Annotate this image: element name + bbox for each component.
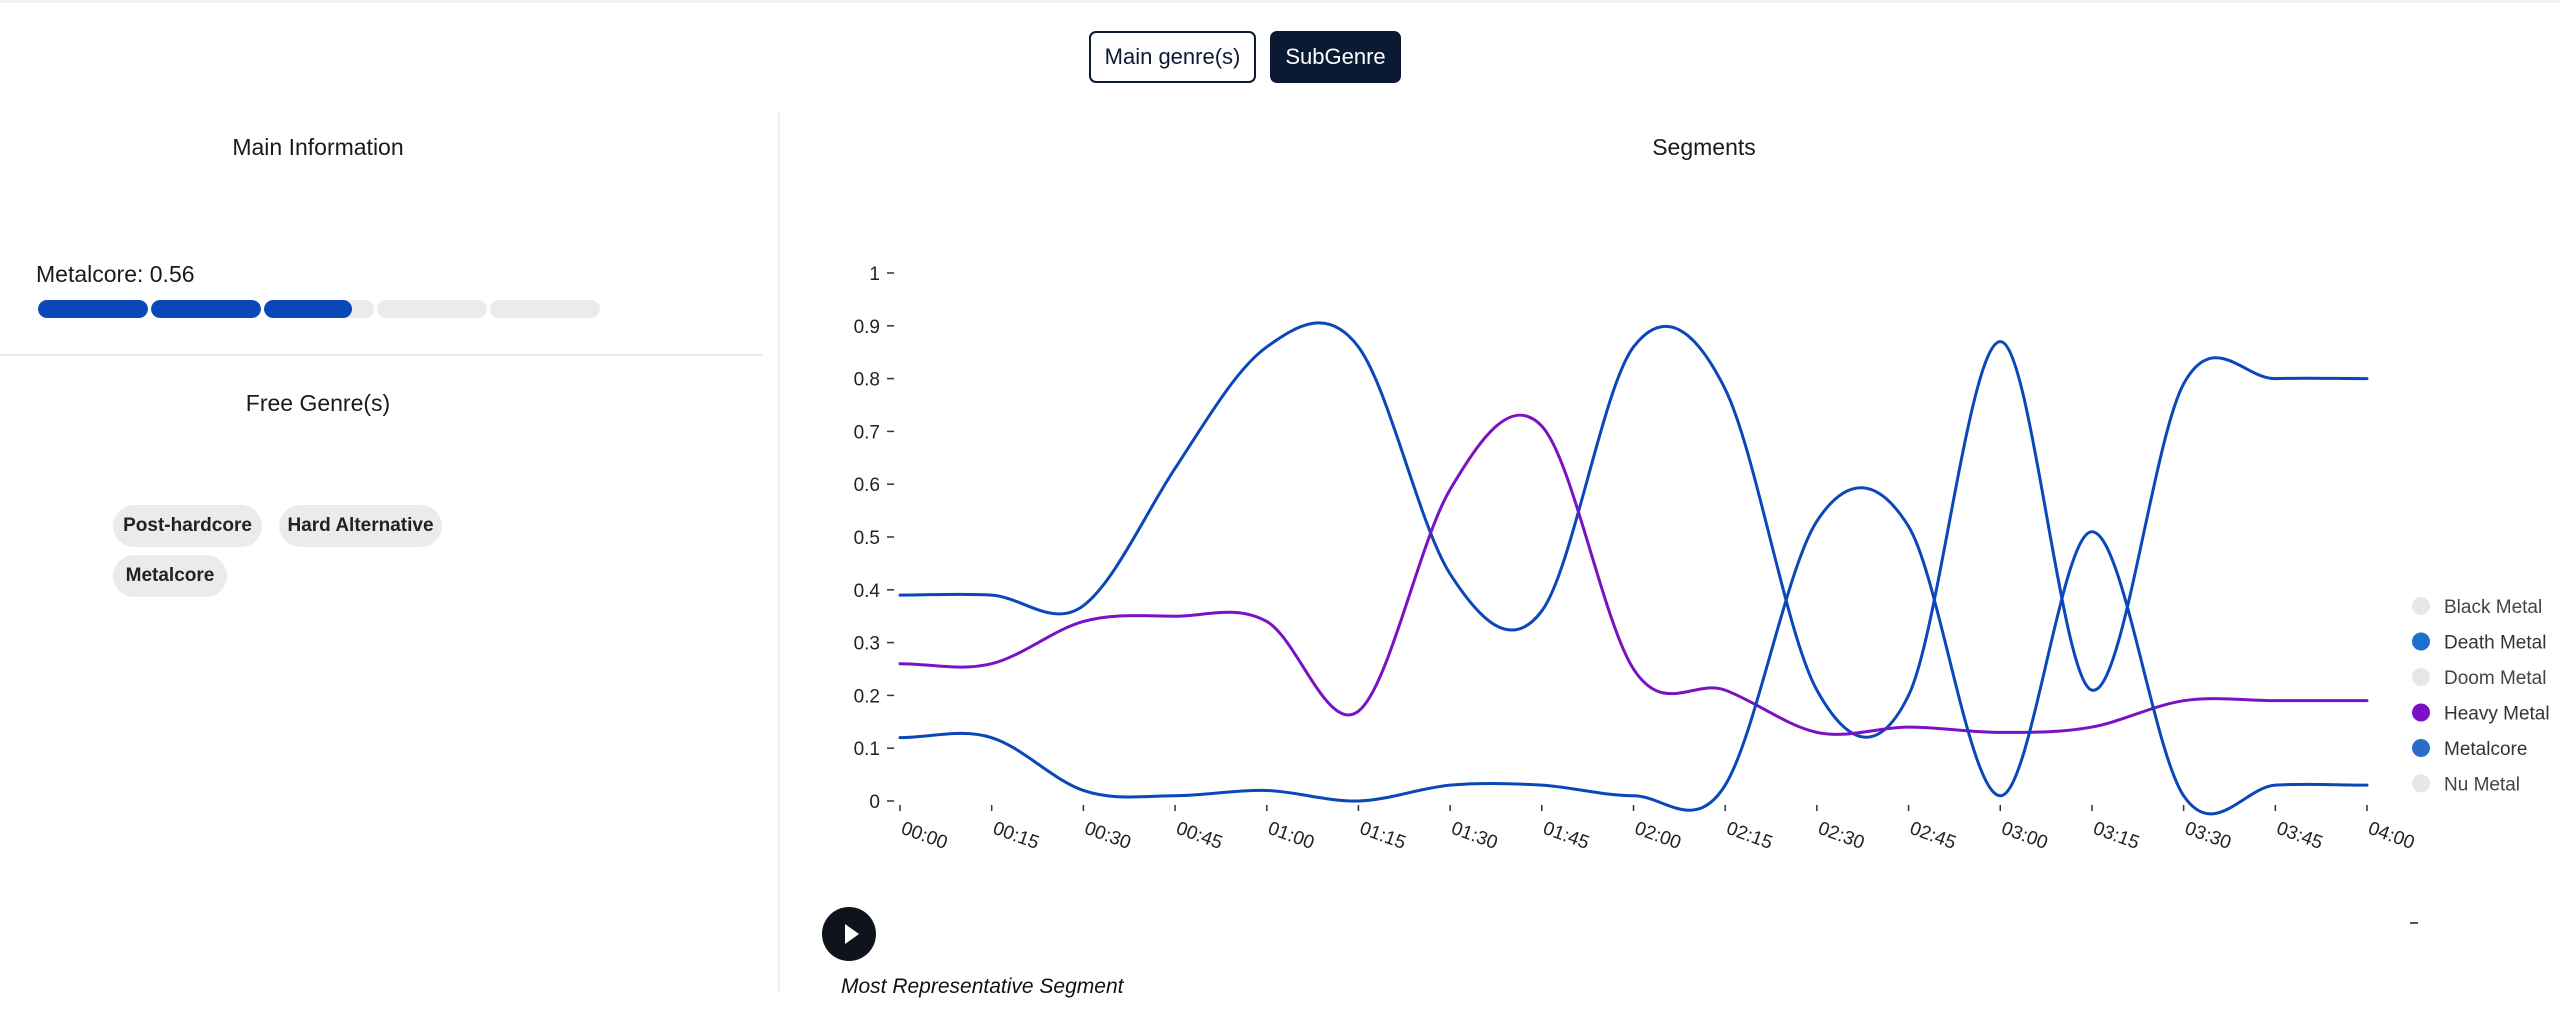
legend-label: Nu Metal — [2444, 775, 2520, 796]
legend-marker — [2412, 703, 2430, 722]
x-tick-label: 01:45 — [1540, 818, 1592, 854]
score-bar-fill — [151, 300, 261, 318]
score-bar-segment — [264, 300, 374, 318]
top-border — [0, 0, 2560, 3]
section-divider — [0, 354, 762, 356]
genre-tag: Metalcore — [113, 555, 227, 597]
x-tick-label: 02:15 — [1723, 818, 1775, 854]
segments-title: Segments — [1652, 134, 1756, 160]
y-tick-label: 0.3 — [854, 634, 880, 655]
y-tick-label: 0.7 — [854, 422, 880, 443]
series-line-death-metal — [898, 486, 2369, 816]
representative-segment-caption: Most Representative Segment — [841, 975, 1124, 998]
y-tick-label: 0.1 — [854, 739, 880, 760]
y-tick-label: 0.4 — [854, 581, 881, 602]
legend-label: Doom Metal — [2444, 668, 2546, 689]
player-dash — [2410, 922, 2418, 924]
legend-marker — [2412, 632, 2430, 651]
x-tick-label: 00:45 — [1173, 818, 1225, 854]
metalcore-score-label: Metalcore: 0.56 — [36, 261, 195, 287]
score-bar-segment — [490, 300, 600, 318]
score-bar-segment — [151, 300, 261, 318]
x-tick-label: 03:45 — [2274, 818, 2326, 854]
x-tick-label: 00:30 — [1082, 818, 1134, 854]
free-genres-title: Free Genre(s) — [245, 390, 391, 416]
y-tick-label: 0 — [869, 792, 880, 813]
main-information-title: Main Information — [232, 134, 404, 160]
x-tick-label: 04:00 — [2365, 818, 2417, 854]
legend-marker — [2412, 739, 2430, 757]
main-genre-toggle-button[interactable]: Main genre(s) — [1089, 31, 1256, 83]
legend-label: Death Metal — [2444, 633, 2546, 654]
x-tick-label: 02:00 — [1632, 818, 1684, 854]
y-tick-label: 0.8 — [854, 370, 880, 391]
subgenre-toggle-button[interactable]: SubGenre — [1270, 31, 1401, 83]
y-tick-label: 0.6 — [854, 475, 880, 496]
x-tick-label: 01:15 — [1357, 818, 1409, 854]
segments-line-chart: 0 0.1 0.2 0.3 0.4 0.5 0.6 0.7 0.8 0.9 1 00:00 00:15 0… — [854, 264, 2550, 854]
genre-tag: Hard Alternative — [279, 505, 442, 547]
legend-label: Heavy Metal — [2444, 704, 2550, 725]
score-bar-segment — [38, 300, 148, 318]
y-tick-label: 0.9 — [854, 317, 880, 338]
legend-label: Black Metal — [2444, 597, 2542, 618]
play-button[interactable] — [822, 907, 876, 961]
y-tick-label: 0.2 — [854, 686, 880, 707]
x-tick-label: 02:30 — [1815, 818, 1867, 854]
x-tick-label: 03:15 — [2090, 818, 2142, 854]
legend-marker — [2412, 597, 2430, 615]
series-line-metalcore — [898, 321, 2369, 739]
legend-label: Metalcore — [2444, 739, 2527, 760]
score-bar-fill — [38, 300, 148, 318]
y-tick-label: 0.5 — [854, 528, 880, 549]
y-tick-label: 1 — [869, 264, 880, 285]
x-tick-label: 02:45 — [1907, 818, 1959, 854]
panel-divider — [778, 112, 780, 992]
x-tick-label: 01:30 — [1448, 818, 1500, 854]
x-tick-label: 01:00 — [1265, 818, 1317, 854]
x-tick-label: 00:15 — [990, 818, 1042, 854]
score-bar-fill — [264, 300, 352, 318]
x-tick-label: 03:30 — [2182, 818, 2234, 854]
legend-marker — [2412, 668, 2430, 686]
genre-tag: Post-hardcore — [113, 505, 262, 547]
series-line-heavy-metal — [898, 413, 2369, 736]
legend-marker — [2412, 774, 2430, 793]
x-tick-label: 03:00 — [1999, 818, 2051, 854]
x-tick-label: 00:00 — [898, 818, 950, 854]
score-bar-segment — [377, 300, 487, 318]
